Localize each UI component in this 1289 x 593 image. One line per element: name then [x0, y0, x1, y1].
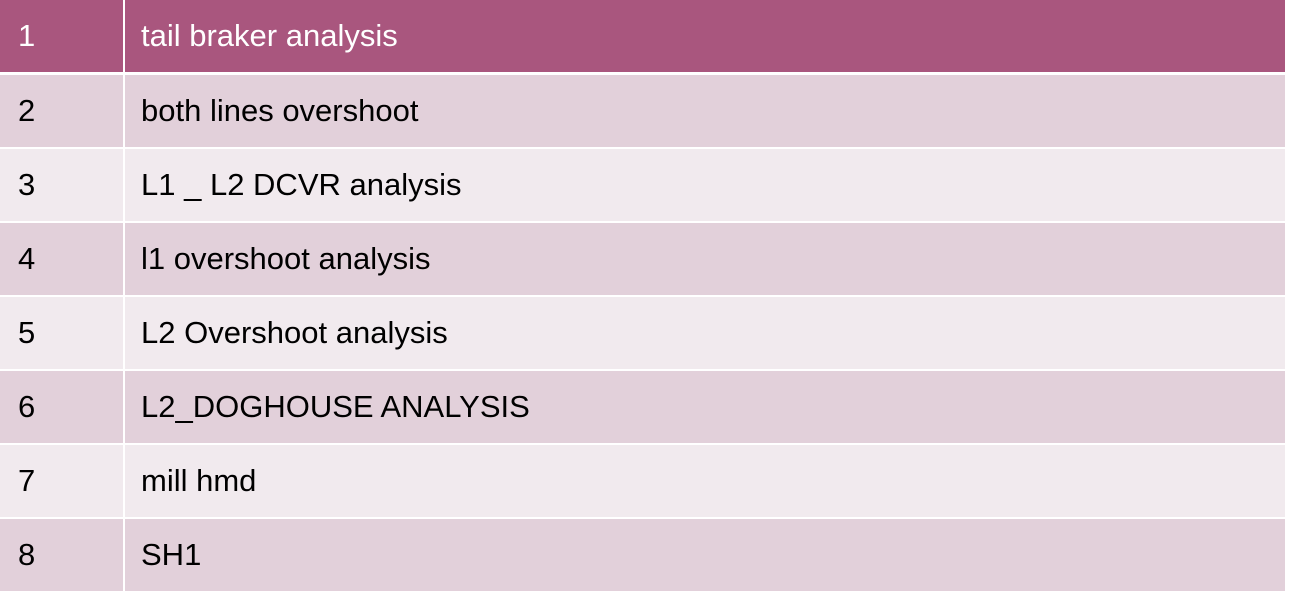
row-name: l1 overshoot analysis — [124, 222, 1285, 297]
row-number: 4 — [0, 222, 125, 297]
row-name: tail braker analysis — [124, 0, 1285, 75]
row-number: 5 — [0, 296, 125, 371]
table-row: 3 L1 _ L2 DCVR analysis — [0, 148, 1285, 223]
table-row: 2 both lines overshoot — [0, 73, 1285, 149]
row-name: L1 _ L2 DCVR analysis — [124, 148, 1285, 223]
table-row: 5 L2 Overshoot analysis — [0, 296, 1285, 371]
table-row: 8 SH1 — [0, 518, 1285, 593]
row-number: 7 — [0, 444, 125, 519]
table-row: 4 l1 overshoot analysis — [0, 222, 1285, 297]
table-row: 7 mill hmd — [0, 444, 1285, 519]
table-row: 1 tail braker analysis — [0, 0, 1285, 75]
row-number: 3 — [0, 148, 125, 223]
row-name: L2_DOGHOUSE ANALYSIS — [124, 370, 1285, 445]
row-name: mill hmd — [124, 444, 1285, 519]
row-number: 8 — [0, 518, 125, 593]
row-name: L2 Overshoot analysis — [124, 296, 1285, 371]
row-number: 6 — [0, 370, 125, 445]
row-name: SH1 — [124, 518, 1285, 593]
row-number: 1 — [0, 0, 125, 75]
table-row: 6 L2_DOGHOUSE ANALYSIS — [0, 370, 1285, 445]
row-name: both lines overshoot — [124, 73, 1285, 149]
row-number: 2 — [0, 73, 125, 149]
